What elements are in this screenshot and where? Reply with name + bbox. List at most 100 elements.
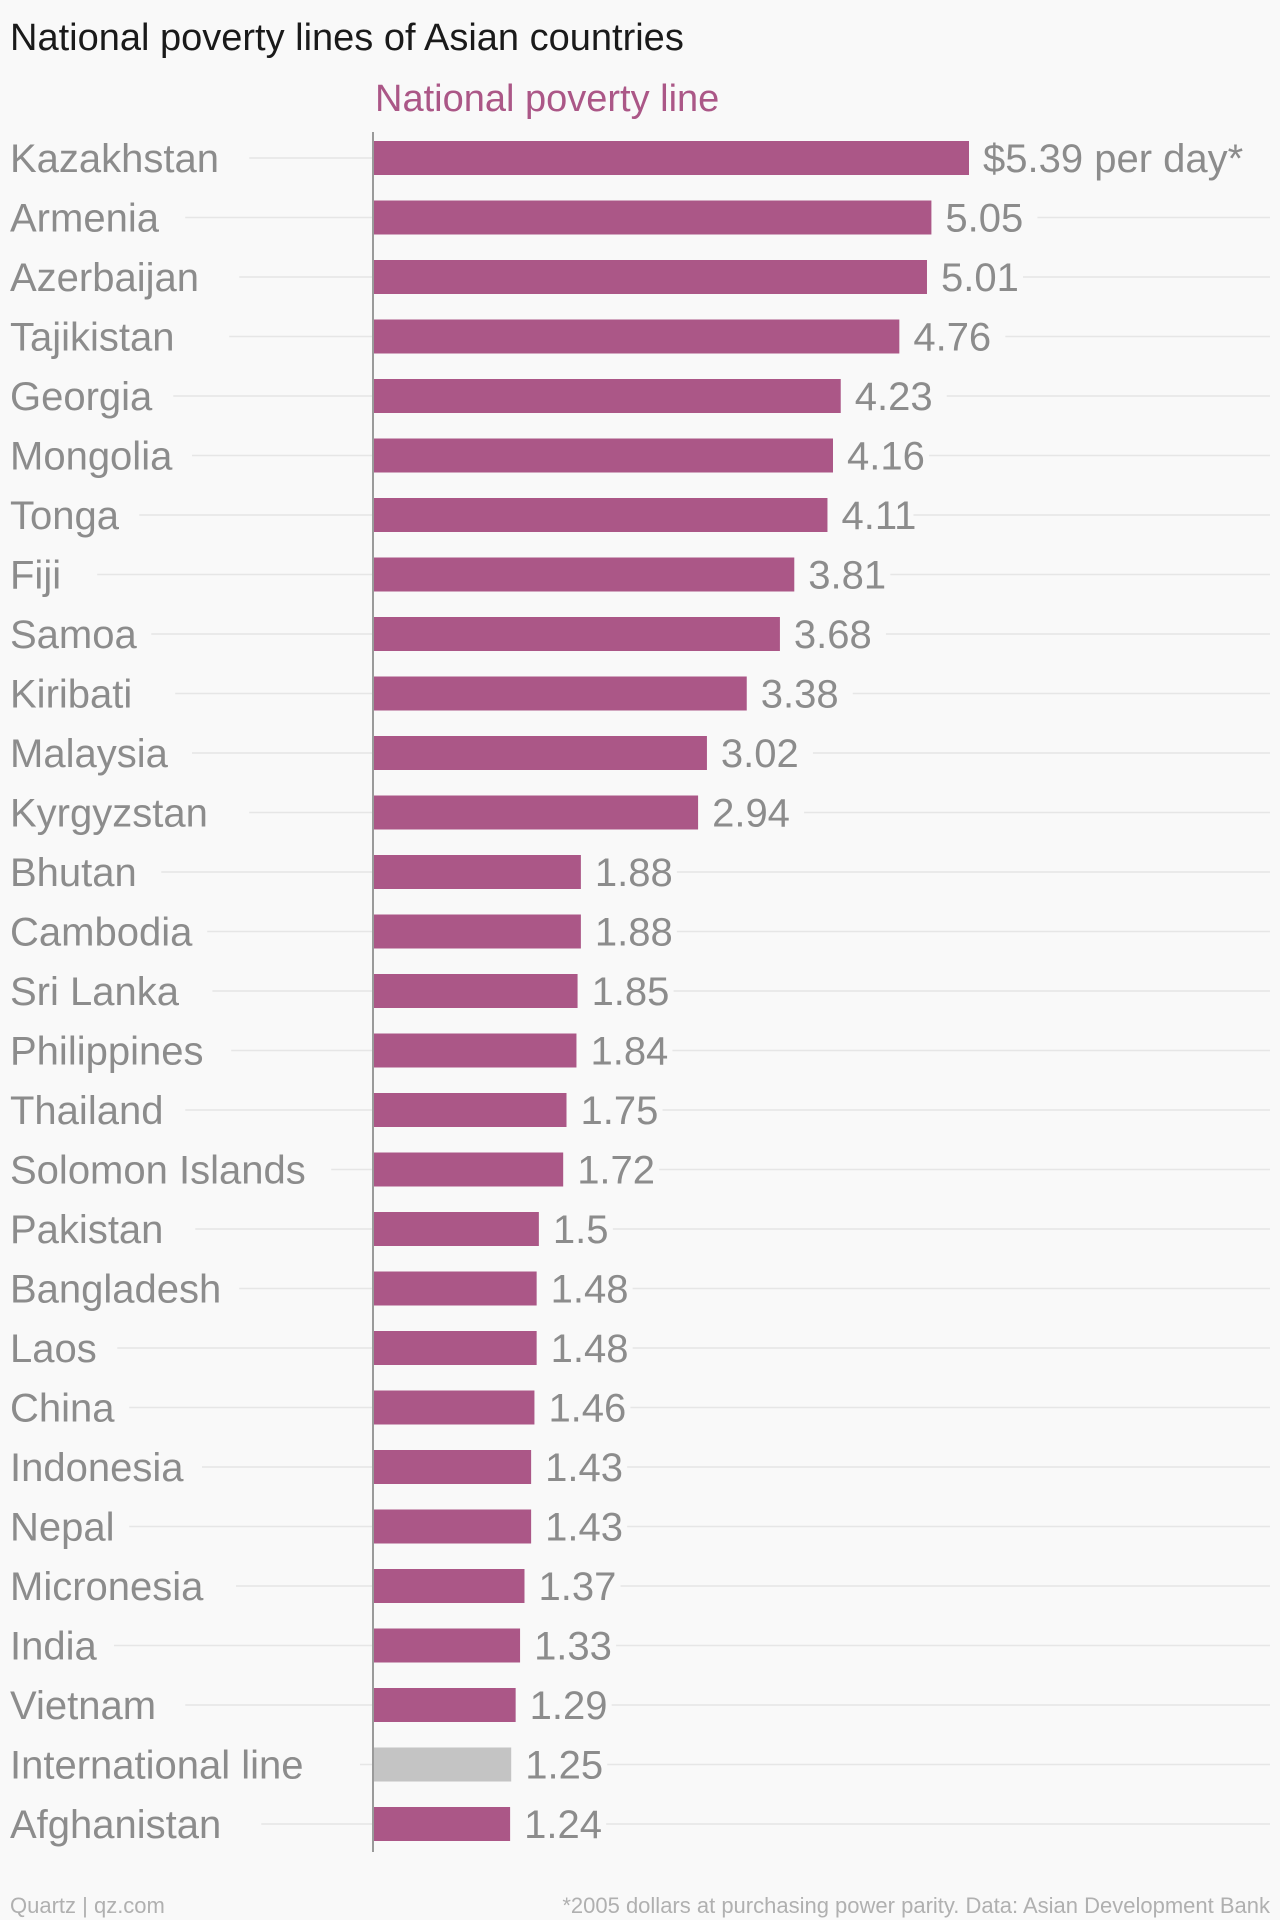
category-label: International line: [10, 1744, 304, 1788]
bar: [373, 736, 707, 770]
value-label: 3.02: [721, 732, 799, 776]
bar-row: Bangladesh 1.48: [10, 1268, 1270, 1312]
value-label: 1.43: [545, 1506, 623, 1550]
category-label: Solomon Islands: [10, 1149, 306, 1193]
value-label: 1.84: [590, 1030, 668, 1074]
bar-row: China 1.46: [10, 1387, 1270, 1431]
category-label: Cambodia: [10, 911, 193, 955]
bar-row: Samoa 3.68: [10, 613, 1270, 657]
bar: [373, 1807, 511, 1841]
bar-row: Laos 1.48: [10, 1327, 1270, 1371]
value-label: 4.76: [913, 316, 991, 360]
bar-row: Nepal 1.43: [10, 1506, 1270, 1550]
category-label: Vietnam: [10, 1684, 156, 1728]
bar-row: Pakistan 1.5: [10, 1208, 1270, 1252]
bar-row: Solomon Islands 1.72: [10, 1149, 1270, 1193]
category-label: Georgia: [10, 375, 153, 419]
bar: [373, 1509, 532, 1544]
bar-row: Vietnam 1.29: [10, 1684, 1270, 1728]
value-label: 1.24: [524, 1803, 602, 1847]
value-label: 1.33: [534, 1625, 612, 1669]
bar-row: Malaysia 3.02: [10, 732, 1270, 776]
value-label: 5.05: [945, 197, 1023, 241]
value-label: 3.68: [794, 613, 872, 657]
bar-row: Indonesia 1.43: [10, 1446, 1270, 1490]
bar: [373, 676, 747, 711]
category-label: Azerbaijan: [10, 256, 199, 300]
bar: [373, 438, 833, 473]
category-label: Afghanistan: [10, 1803, 221, 1847]
bar-row: Tonga 4.11: [10, 494, 1270, 538]
bar: [373, 1152, 564, 1187]
category-label: China: [10, 1387, 115, 1431]
series-legend-label: National poverty line: [375, 78, 719, 120]
bar: [373, 1093, 567, 1127]
value-label: 4.11: [841, 494, 916, 538]
bar: [373, 1033, 577, 1068]
value-label: $5.39 per day*: [983, 137, 1243, 181]
bar-row: Micronesia 1.37: [10, 1565, 1270, 1609]
category-label: Bangladesh: [10, 1268, 221, 1312]
bar-row: Armenia 5.05: [10, 197, 1270, 241]
bar-row: Philippines 1.84: [10, 1030, 1270, 1074]
bar-row: International line 1.25: [10, 1744, 1270, 1788]
value-label: 1.37: [538, 1565, 616, 1609]
bar: [373, 855, 581, 889]
category-label: Malaysia: [10, 732, 169, 776]
category-label: Samoa: [10, 613, 137, 657]
bar-rows: Kazakhstan $5.39 per day* Armenia 5.05 Azerb…: [10, 137, 1270, 1847]
bar-row: Tajikistan 4.76: [10, 316, 1270, 360]
value-label: 1.29: [530, 1684, 608, 1728]
category-label: Mongolia: [10, 435, 173, 479]
value-label: 4.23: [855, 375, 933, 419]
category-label: Laos: [10, 1327, 97, 1371]
bar-row: Fiji 3.81: [10, 554, 1270, 598]
bar-row: Kiribati 3.38: [10, 673, 1270, 717]
bar-row: Bhutan 1.88: [10, 851, 1270, 895]
value-label: 1.88: [595, 851, 673, 895]
category-label: Nepal: [10, 1506, 115, 1550]
bar: [373, 1450, 532, 1484]
category-label: Sri Lanka: [10, 970, 180, 1014]
value-label: 1.88: [595, 911, 673, 955]
bar: [373, 617, 780, 651]
bar: [373, 379, 841, 413]
footer-note: *2005 dollars at purchasing power parity…: [562, 1893, 1271, 1918]
bar-row: India 1.33: [10, 1625, 1270, 1669]
category-label: Kyrgyzstan: [10, 792, 208, 836]
bar-international-line: [373, 1747, 512, 1782]
bar-row: Sri Lanka 1.85: [10, 970, 1270, 1014]
bar: [373, 1628, 521, 1663]
category-label: Indonesia: [10, 1446, 184, 1490]
bar: [373, 1331, 537, 1365]
bar-row: Kazakhstan $5.39 per day*: [10, 137, 1243, 181]
bar: [373, 1688, 516, 1722]
bar: [373, 795, 699, 830]
bar: [373, 1390, 535, 1425]
value-label: 3.81: [808, 554, 886, 598]
value-label: 1.72: [577, 1149, 655, 1193]
category-label: Armenia: [10, 197, 160, 241]
bar: [373, 319, 900, 354]
value-label: 1.48: [551, 1268, 629, 1312]
category-label: Micronesia: [10, 1565, 204, 1609]
bar-row: Afghanistan 1.24: [10, 1803, 1270, 1847]
bar: [373, 141, 969, 175]
category-label: Tonga: [10, 494, 120, 538]
value-label: 1.75: [581, 1089, 659, 1133]
value-label: 2.94: [712, 792, 790, 836]
category-label: Pakistan: [10, 1208, 163, 1252]
bar: [373, 260, 927, 294]
value-label: 4.16: [847, 435, 925, 479]
value-label: 1.25: [525, 1744, 603, 1788]
category-label: Bhutan: [10, 851, 137, 895]
bar: [373, 1271, 537, 1306]
bar: [373, 200, 932, 235]
category-label: Kiribati: [10, 673, 132, 717]
bar: [373, 498, 828, 532]
bar: [373, 1569, 525, 1603]
bar-row: Azerbaijan 5.01: [10, 256, 1270, 300]
category-label: Philippines: [10, 1030, 203, 1074]
category-label: Tajikistan: [10, 316, 175, 360]
